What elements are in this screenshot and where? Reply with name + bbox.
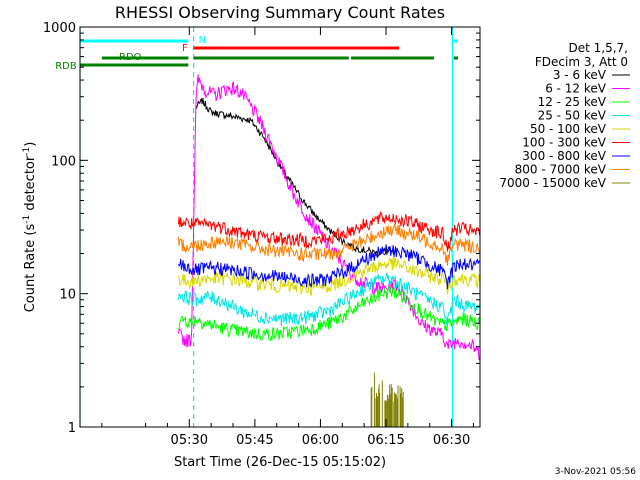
x-tick-label: 06:15 <box>367 433 404 448</box>
state-label-f: F <box>182 43 188 54</box>
x-axis: 05:30 05:45 06:00 06:15 06:30 <box>101 27 474 448</box>
y-axis-label-end: ) <box>23 142 38 147</box>
chart-title: RHESSI Observing Summary Count Rates <box>115 3 445 22</box>
x-tick-label: 05:45 <box>236 433 273 448</box>
legend-label: 7000 - 15000 keV <box>499 176 606 190</box>
series-line-800-7000kev <box>177 223 480 266</box>
series-line-300-800kev <box>177 244 480 290</box>
y-axis-label: Count Rate (s-1 detector-1) <box>22 142 38 313</box>
state-label-rdb: RDB <box>55 61 77 72</box>
x-tick-label: 05:30 <box>171 433 208 448</box>
legend-label: 50 - 100 keV <box>530 122 607 136</box>
state-label-rdo: RDO <box>119 52 142 63</box>
footer-date: 3-Nov-2021 05:56 <box>555 467 637 477</box>
y-tick-label: 10 <box>59 288 76 303</box>
legend-header-2: FDecim 3, Att 0 <box>535 55 628 69</box>
series-line-3-6kev <box>195 97 395 258</box>
x-tick-label: 06:30 <box>433 433 470 448</box>
y-tick-label: 1000 <box>43 21 76 36</box>
series-line-50-100kev <box>177 256 480 297</box>
y-axis-label-mid: detector <box>23 155 38 215</box>
y-axis: 1 10 100 1000 <box>43 21 480 436</box>
legend-label: 300 - 800 keV <box>522 149 606 163</box>
y-tick-label: 100 <box>51 154 76 169</box>
legend-header-1: Det 1,5,7, <box>569 41 629 55</box>
legend-label: 100 - 300 keV <box>522 136 606 150</box>
y-axis-label-main: Count Rate (s <box>23 224 38 313</box>
legend-label: 12 - 25 keV <box>538 95 607 109</box>
state-label-n: N <box>199 35 206 46</box>
legend-label: 6 - 12 keV <box>545 82 607 96</box>
plot-frame <box>79 26 481 428</box>
series-line-100-300kev <box>177 211 480 252</box>
series-line-12-25kev <box>177 284 480 341</box>
plot-area: NF RDO RDB <box>55 27 480 427</box>
series-line-6-12kev <box>177 74 480 361</box>
series-line-7000-15000kev <box>370 372 404 427</box>
series-line-25-50kev <box>177 272 480 327</box>
legend-label: 800 - 7000 keV <box>515 163 607 177</box>
y-axis-label-sup2: -1 <box>22 147 32 156</box>
x-axis-label: Start Time (26-Dec-15 05:15:02) <box>174 455 386 470</box>
x-tick-label: 06:00 <box>302 433 339 448</box>
legend-label: 25 - 50 keV <box>538 109 607 123</box>
legend-label: 3 - 6 keV <box>553 68 607 82</box>
y-axis-label-sup1: -1 <box>22 215 32 224</box>
y-tick-label: 1 <box>68 421 76 436</box>
